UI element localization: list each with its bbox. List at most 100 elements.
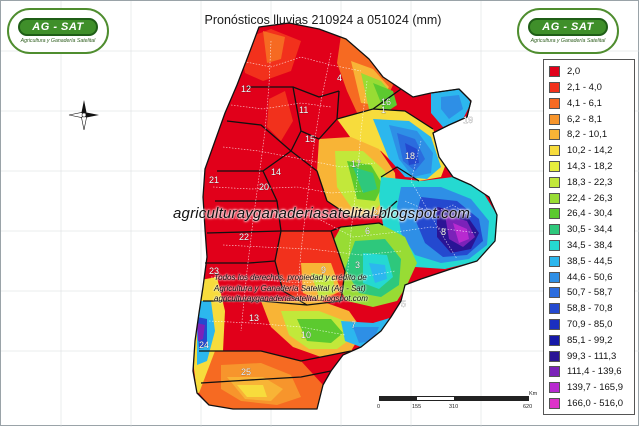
legend-swatch <box>549 113 560 125</box>
logo-right-subtitle: Agricultura y Ganadería Satelital <box>530 38 606 44</box>
legend-label: 58,8 - 70,8 <box>567 303 613 315</box>
province-boundaries <box>192 22 498 410</box>
copyright-line-1: Todos los derechos, propiedad y crédito … <box>214 273 367 282</box>
legend-label: 8,2 - 10,1 <box>567 129 608 141</box>
legend-swatch <box>549 318 560 330</box>
legend-item: 10,2 - 14,2 <box>549 143 612 158</box>
legend-label: 6,2 - 8,1 <box>567 113 602 125</box>
legend-item: 44,6 - 50,6 <box>549 269 612 284</box>
legend-item: 99,3 - 111,3 <box>549 348 616 363</box>
legend-item: 38,5 - 44,5 <box>549 254 612 269</box>
legend-label: 22,4 - 26,3 <box>567 192 613 204</box>
legend-swatch <box>549 350 560 362</box>
copyright-notice: Todos los derechos, propiedad y crédito … <box>214 273 414 305</box>
legend-item: 30,5 - 34,4 <box>549 222 612 237</box>
region-label-12: 12 <box>241 84 251 94</box>
region-label-20: 20 <box>259 182 269 192</box>
copyright-line-2: Agricultura y Ganadería Satelital (Ag - … <box>214 283 366 293</box>
logo-left: AG - SAT Agricultura y Ganadería Satelit… <box>7 8 109 54</box>
region-label-10: 10 <box>301 330 311 340</box>
legend-item: 6,2 - 8,1 <box>549 111 602 126</box>
legend-item: 58,8 - 70,8 <box>549 301 612 316</box>
legend-label: 85,1 - 99,2 <box>567 334 613 346</box>
legend-label: 34,5 - 38,4 <box>567 239 613 251</box>
scale-unit: Km <box>529 391 538 397</box>
region-label-4: 4 <box>337 73 342 83</box>
region-label-24: 24 <box>199 340 209 350</box>
scale-bar-graphic <box>379 396 529 401</box>
legend-label: 139,7 - 165,9 <box>567 382 623 394</box>
legend-item: 166,0 - 516,0 <box>549 396 623 411</box>
legend-label: 18,3 - 22,3 <box>567 176 613 188</box>
region-label-19: 19 <box>463 115 473 125</box>
legend-label: 14,3 - 18,2 <box>567 160 613 172</box>
legend-label: 111,4 - 139,6 <box>567 366 622 378</box>
legend-label: 50,7 - 58,7 <box>567 287 613 299</box>
legend-swatch <box>549 382 560 394</box>
legend-swatch <box>549 160 560 172</box>
legend-label: 4,1 - 6,1 <box>567 97 602 109</box>
legend: 2,0 2,1 - 4,0 4,1 - 6,1 6,2 - 8,1 8,2 - 10,1… <box>543 59 635 415</box>
map-title: Pronósticos lluvias 210924 a 051024 (mm) <box>204 13 442 27</box>
legend-item: 14,3 - 18,2 <box>549 159 612 174</box>
region-label-21: 21 <box>209 175 219 185</box>
legend-label: 2,1 - 4,0 <box>567 81 602 93</box>
logo-left-subtitle: Agricultura y Ganadería Satelital <box>20 38 96 44</box>
coast-outline <box>430 88 472 134</box>
logo-right-name: AG - SAT <box>528 18 608 36</box>
legend-item: 50,7 - 58,7 <box>549 285 612 300</box>
scale-bar: 0 155 310 620 Km <box>377 391 537 410</box>
legend-item: 8,2 - 10,1 <box>549 127 607 142</box>
legend-label: 30,5 - 34,4 <box>567 224 613 236</box>
region-label-3: 3 <box>355 260 360 270</box>
legend-swatch <box>549 192 560 204</box>
legend-item: 70,9 - 85,0 <box>549 317 612 332</box>
legend-swatch <box>549 255 560 267</box>
legend-label: 2,0 <box>567 66 581 78</box>
legend-item: 2,1 - 4,0 <box>549 80 602 95</box>
region-label-17: 17 <box>351 159 361 169</box>
legend-swatch <box>549 224 560 236</box>
legend-swatch <box>549 397 560 409</box>
scale-label-0: 0 <box>377 404 381 410</box>
region-label-15: 15 <box>305 134 315 144</box>
region-label-5: 5 <box>401 299 406 309</box>
legend-swatch <box>549 239 560 251</box>
legend-item: 22,4 - 26,3 <box>549 190 612 205</box>
region-label-9: 9 <box>321 265 326 275</box>
legend-swatch <box>549 66 560 78</box>
legend-label: 10,2 - 14,2 <box>567 145 613 157</box>
scale-label-1: 155 <box>412 404 422 410</box>
legend-label: 44,6 - 50,6 <box>567 271 613 283</box>
legend-swatch <box>549 129 560 141</box>
legend-item: 34,5 - 38,4 <box>549 238 612 253</box>
region-label-7: 7 <box>351 320 356 330</box>
legend-label: 26,4 - 30,4 <box>567 208 613 220</box>
legend-swatch <box>549 303 560 315</box>
legend-swatch <box>549 208 560 220</box>
legend-item: 139,7 - 165,9 <box>549 380 623 395</box>
legend-swatch <box>549 97 560 109</box>
legend-item: 18,3 - 22,3 <box>549 175 612 190</box>
legend-swatch <box>549 145 560 157</box>
copyright-line-3: agriculturayganaderiasatelital.blogspot.… <box>214 294 368 303</box>
region-label-22: 22 <box>239 232 249 242</box>
region-label-25: 25 <box>241 367 251 377</box>
region-label-8: 8 <box>441 227 446 237</box>
scale-label-2: 310 <box>449 404 459 410</box>
region-label-1: 1 <box>381 105 386 115</box>
legend-label: 70,9 - 85,0 <box>567 318 613 330</box>
legend-label: 99,3 - 111,3 <box>567 350 617 362</box>
legend-label: 38,5 - 44,5 <box>567 255 613 267</box>
region-label-14: 14 <box>271 167 281 177</box>
legend-swatch <box>549 287 560 299</box>
legend-item: 111,4 - 139,6 <box>549 364 622 379</box>
legend-item: 85,1 - 99,2 <box>549 333 612 348</box>
legend-item: 4,1 - 6,1 <box>549 96 602 111</box>
region-label-18: 18 <box>405 151 415 161</box>
department-boundaries <box>208 40 478 336</box>
legend-swatch <box>549 334 560 346</box>
legend-swatch <box>549 81 560 93</box>
